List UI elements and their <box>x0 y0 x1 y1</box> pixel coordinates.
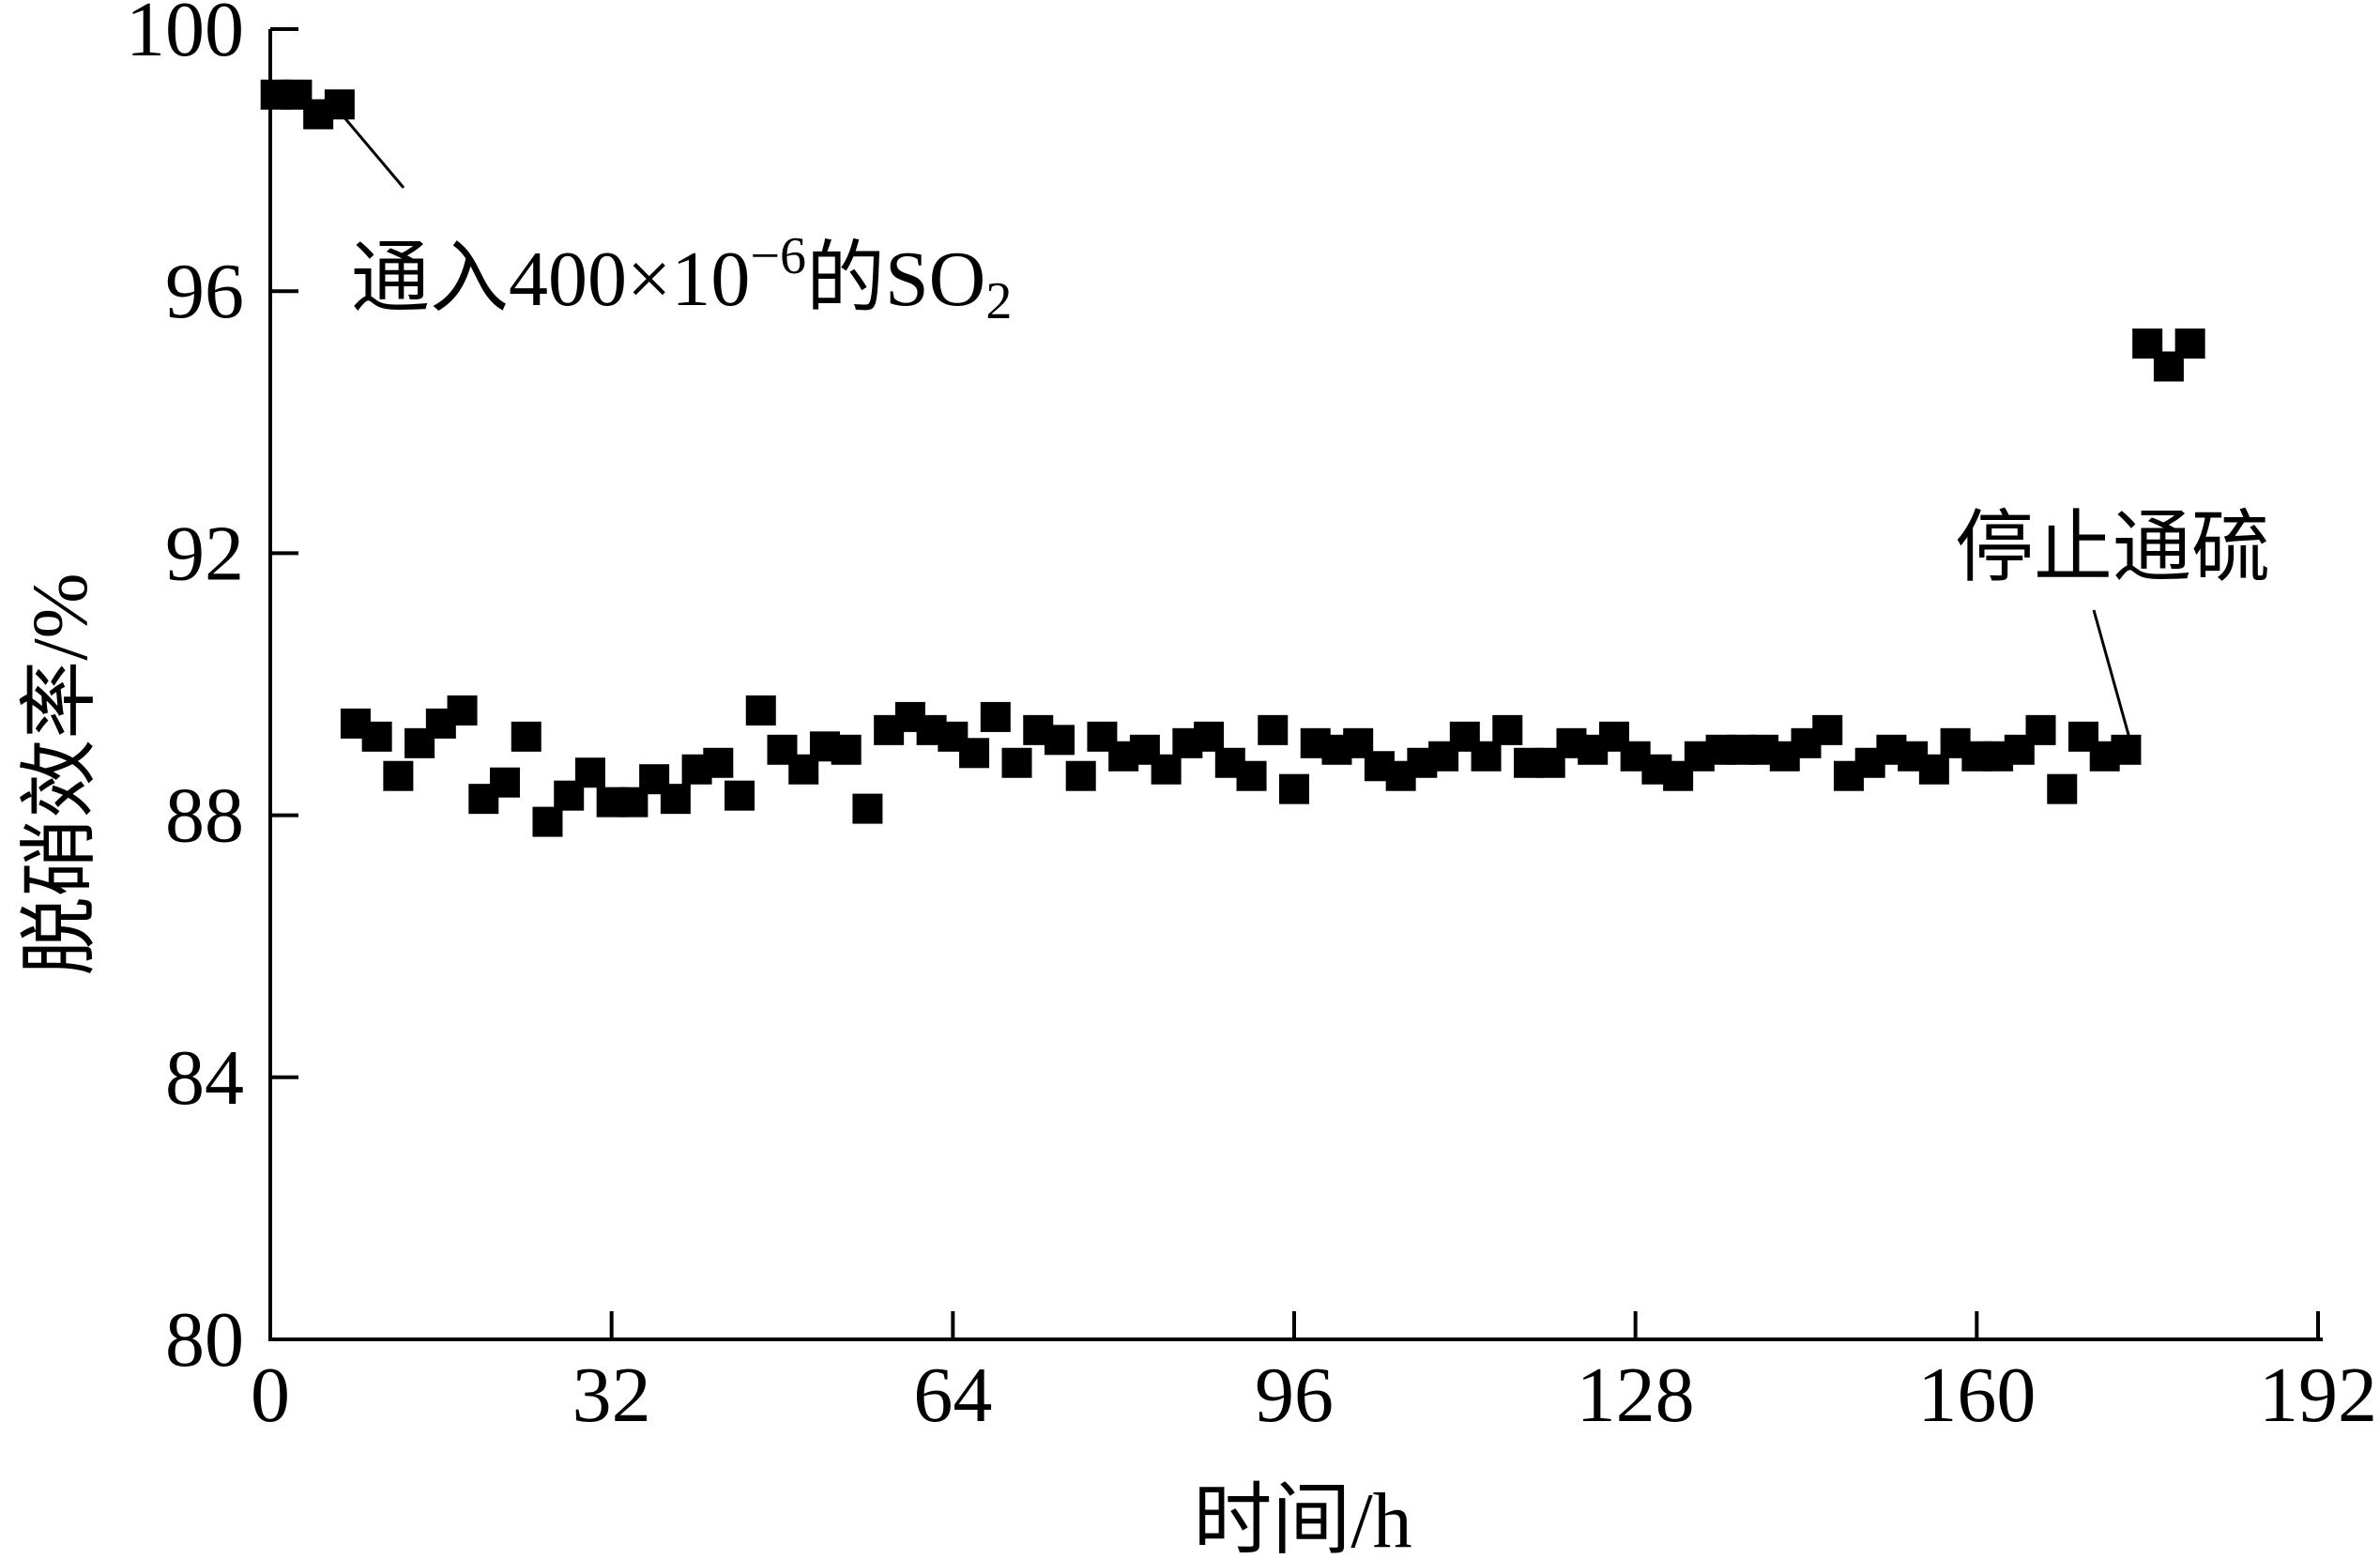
annotation-so2-start-superscript: −6 <box>750 227 806 285</box>
x-tick-label: 64 <box>913 1352 992 1439</box>
y-tick-label: 84 <box>165 1034 244 1122</box>
y-axis-title: 脱硝效率/% <box>17 573 104 975</box>
y-axis-tick-labels: 80 84 88 92 96 100 <box>126 0 244 1383</box>
data-point <box>1258 714 1289 745</box>
data-point <box>1044 725 1075 756</box>
x-tick-label: 128 <box>1577 1352 1695 1439</box>
data-points <box>260 79 2205 837</box>
y-tick-label: 92 <box>165 510 244 597</box>
data-point <box>1065 760 1096 791</box>
data-point <box>1918 754 1949 785</box>
data-point <box>745 695 776 726</box>
data-point <box>852 793 883 824</box>
annotation-so2-start: 通入400×10−6的SO2 <box>336 109 1012 330</box>
x-tick-label: 192 <box>2259 1352 2377 1439</box>
data-point <box>361 721 392 752</box>
data-point <box>1194 721 1225 752</box>
annotation-stop-sulfur-text: 停止通硫 <box>1955 505 2270 592</box>
data-point <box>831 734 862 765</box>
data-point <box>2111 734 2142 765</box>
data-point <box>1812 714 1843 745</box>
y-axis-ticks <box>270 27 298 1079</box>
data-point <box>1279 773 1309 804</box>
x-axis-title: 时间/h <box>1193 1477 1411 1559</box>
y-tick-label: 96 <box>165 248 244 335</box>
data-point <box>660 784 691 815</box>
x-tick-label: 32 <box>572 1352 651 1439</box>
annotation-so2-start-leader <box>336 109 405 189</box>
annotation-so2-start-subscript: 2 <box>985 272 1012 330</box>
annotation-so2-start-text: 通入400×10−6的SO2 <box>351 227 1012 330</box>
plot-area: 0 32 64 96 128 160 192 80 84 88 92 96 100 <box>126 0 2377 1439</box>
annotation-stop-sulfur: 停止通硫 <box>1955 505 2270 742</box>
y-tick-label: 88 <box>165 772 244 860</box>
y-tick-label: 80 <box>165 1296 244 1383</box>
data-point <box>1492 714 1523 745</box>
data-point <box>511 721 542 752</box>
x-tick-label: 160 <box>1917 1352 2036 1439</box>
data-point <box>1471 741 1502 772</box>
data-point <box>574 757 605 788</box>
x-tick-label: 0 <box>251 1352 290 1439</box>
data-point <box>447 695 478 726</box>
data-point <box>725 780 755 811</box>
x-tick-label: 96 <box>1255 1352 1334 1439</box>
data-point <box>1236 760 1267 791</box>
data-point <box>1001 747 1032 778</box>
data-point <box>532 806 563 837</box>
data-point <box>324 89 355 120</box>
data-point <box>959 738 990 769</box>
annotation-so2-start-suffix: 的SO <box>806 236 985 323</box>
data-point <box>2025 714 2056 745</box>
annotation-so2-start-main: 通入400×10 <box>351 236 750 323</box>
data-point <box>703 747 734 778</box>
data-point <box>2047 773 2078 804</box>
y-tick-label: 100 <box>126 0 244 73</box>
data-point <box>383 760 414 791</box>
annotation-stop-sulfur-leader <box>2092 609 2132 742</box>
data-point <box>1151 754 1182 785</box>
data-point <box>980 701 1011 732</box>
data-point <box>490 767 521 798</box>
data-point <box>2174 329 2205 359</box>
x-axis-tick-labels: 0 32 64 96 128 160 192 <box>251 1352 2377 1439</box>
x-axis-ticks <box>609 1311 2320 1339</box>
